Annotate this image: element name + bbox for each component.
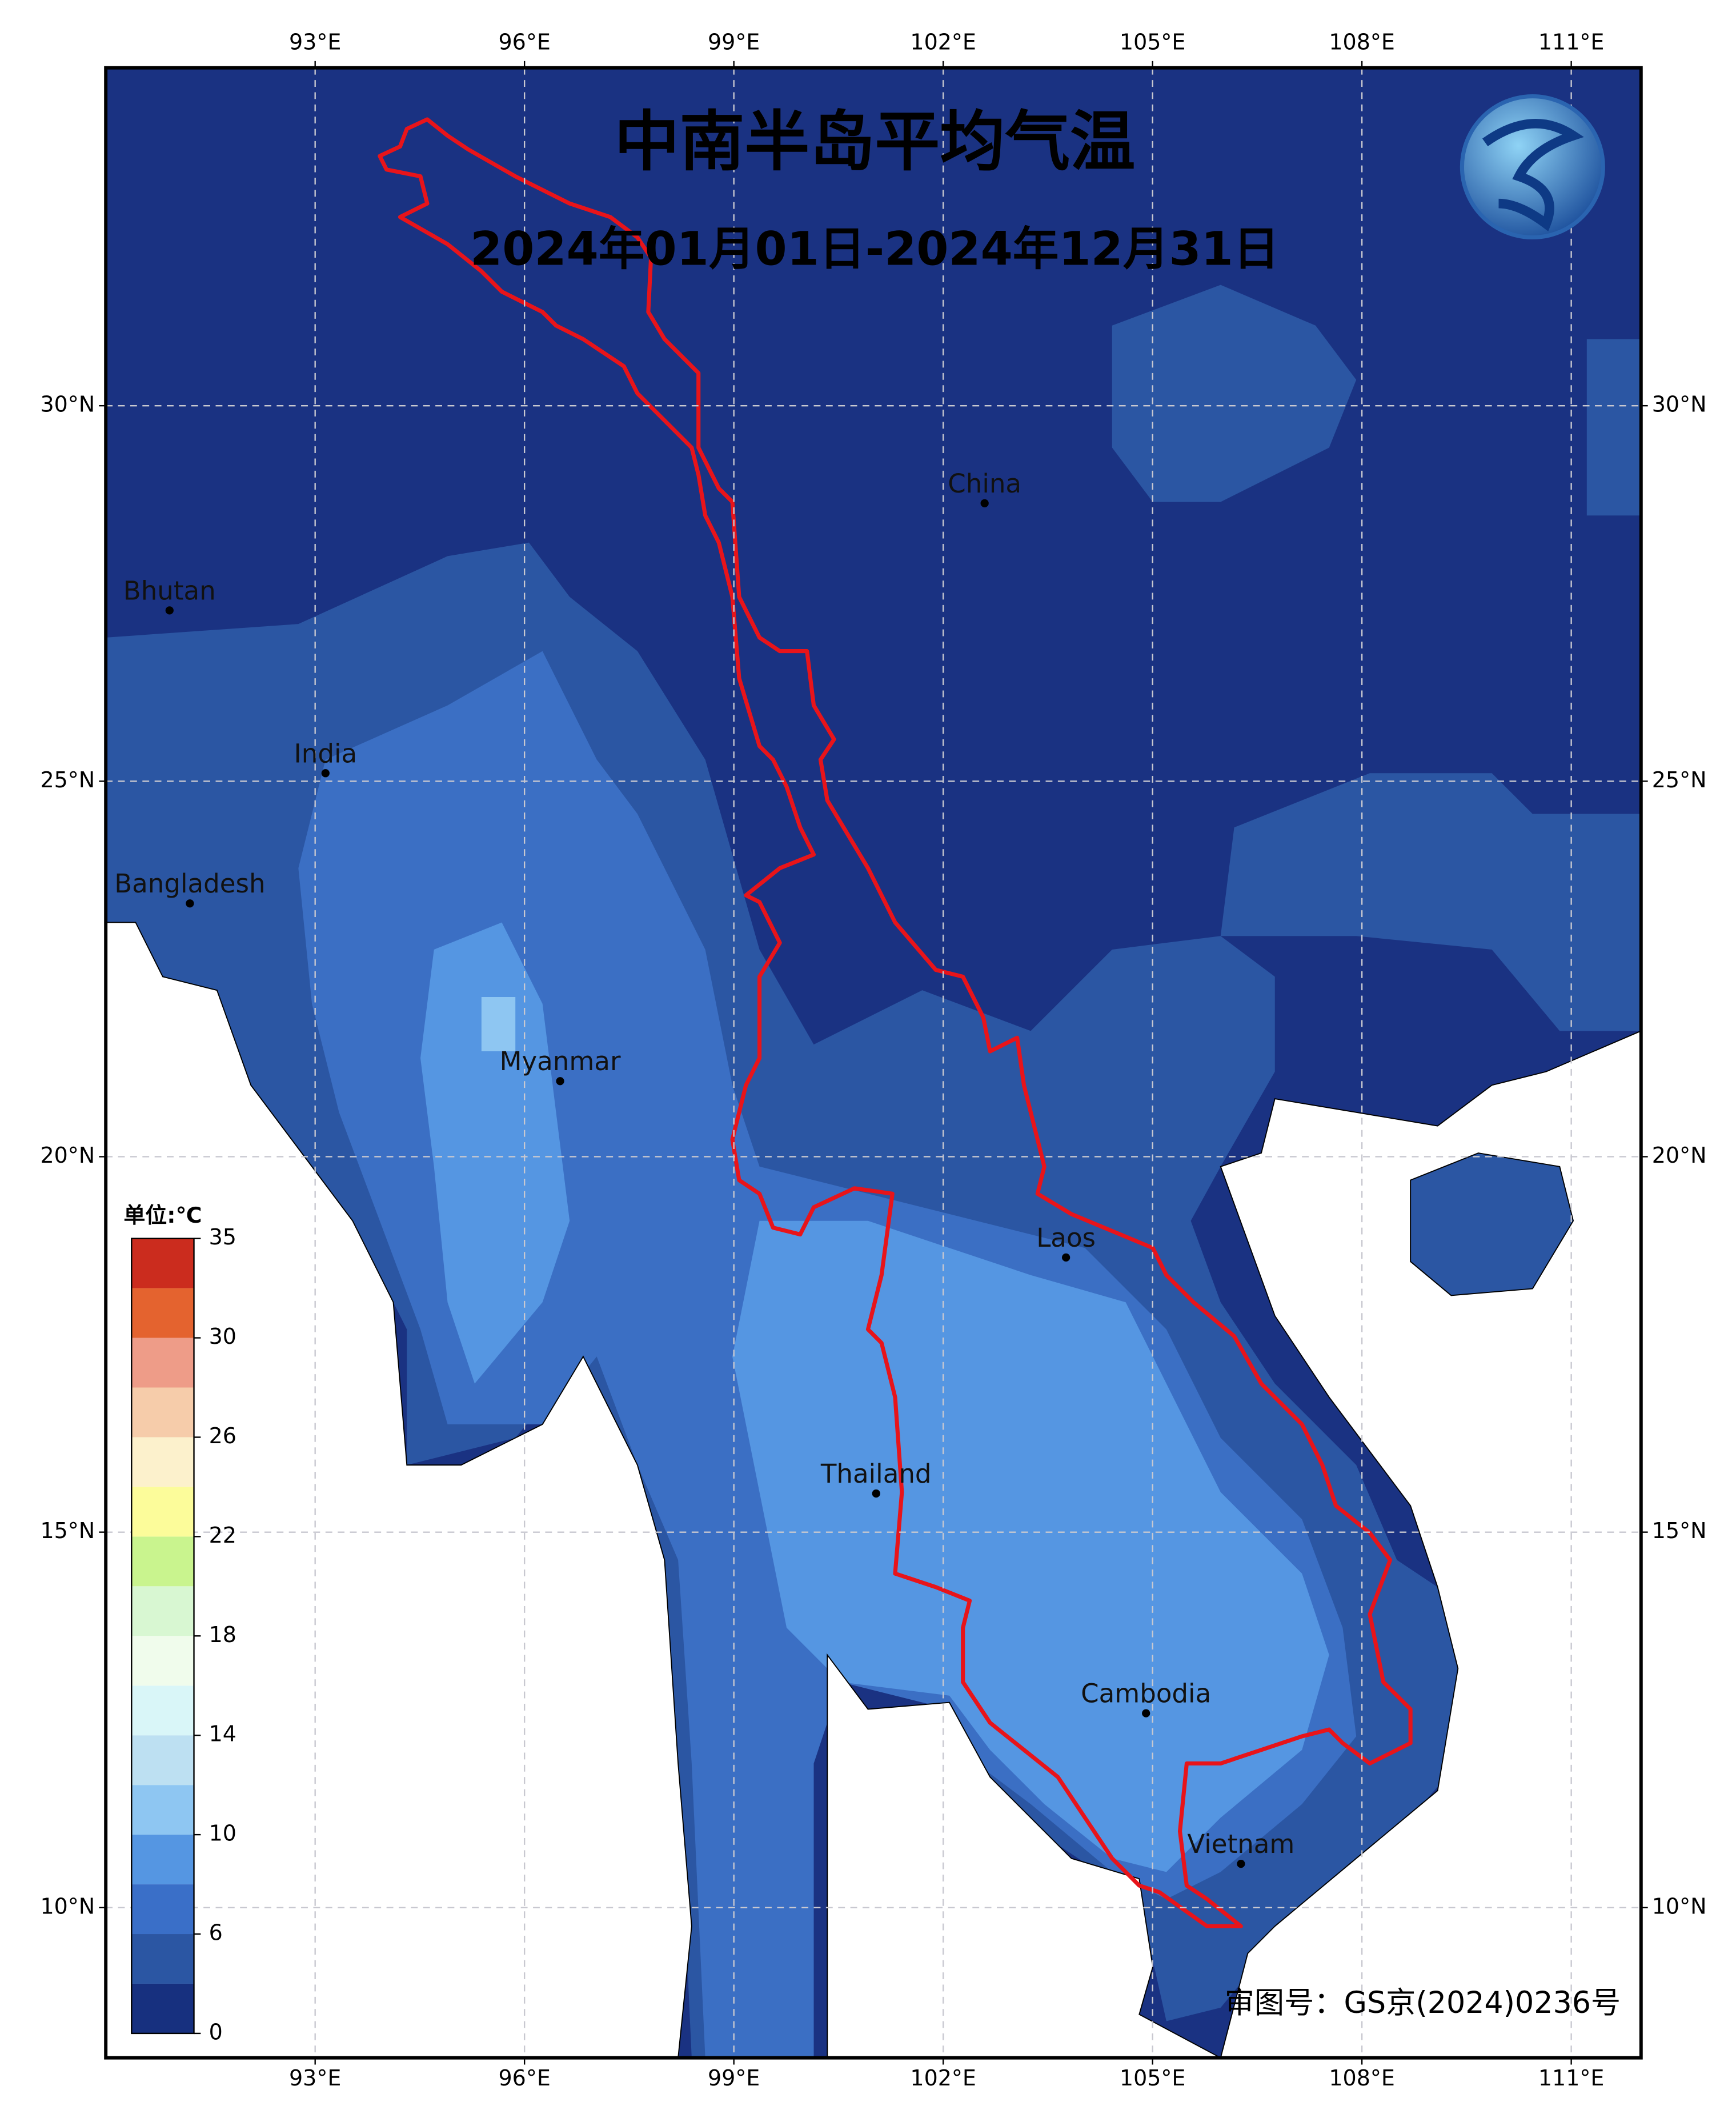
city-dot xyxy=(872,1489,880,1498)
country-label: Vietnam xyxy=(1187,1829,1294,1859)
city-dot xyxy=(165,606,174,615)
colorbar-tick-label: 10 xyxy=(209,1821,236,1846)
title: 中南半岛平均气温 xyxy=(615,104,1136,180)
colorbar-band xyxy=(131,1835,194,1885)
x-tick-label: 96°E xyxy=(499,2065,551,2091)
country-label: Cambodia xyxy=(1081,1679,1211,1709)
y-tick-label: 10°N xyxy=(40,1893,95,1919)
colorbar-band xyxy=(131,1387,194,1438)
region-12 xyxy=(481,997,516,1052)
colorbar-band xyxy=(131,1983,194,2033)
region-10 xyxy=(420,922,1329,1872)
colorbar-tick-label: 30 xyxy=(209,1324,236,1349)
colorbar-band xyxy=(131,1288,194,1338)
colorbar-band xyxy=(131,1536,194,1587)
colorbar-tick-label: 0 xyxy=(209,2019,223,2044)
y-tick-label: 30°N xyxy=(40,392,95,417)
colorbar-band xyxy=(131,1437,194,1487)
colorbar-unit: 单位:℃ xyxy=(123,1203,202,1228)
basin-boundary xyxy=(378,117,1413,1928)
y-tick-label: 25°N xyxy=(40,767,95,792)
city-dot xyxy=(1237,1860,1245,1868)
colorbar-tick-label: 22 xyxy=(209,1523,236,1548)
x-tick-label: 93°E xyxy=(289,29,341,54)
logo xyxy=(1460,94,1605,240)
y-tick-label: 10°N xyxy=(1652,1893,1707,1919)
country-label: Bangladesh xyxy=(114,868,265,899)
y-tick-label: 25°N xyxy=(1652,767,1707,792)
country-label: Laos xyxy=(1036,1223,1096,1253)
colorbar-band xyxy=(131,1785,194,1835)
city-dot xyxy=(980,499,989,507)
city-dot xyxy=(1061,1253,1071,1262)
subtitle: 2024年01月01日-2024年12月31日 xyxy=(470,223,1279,277)
colorbar-tick-label: 35 xyxy=(209,1224,236,1250)
colorbar-tick-label: 18 xyxy=(209,1622,236,1647)
colorbar-tick-label: 6 xyxy=(209,1920,223,1945)
x-tick-label: 111°E xyxy=(1538,29,1604,54)
city-dot xyxy=(321,769,330,778)
x-tick-label: 108°E xyxy=(1329,29,1394,54)
colorbar-band xyxy=(131,1735,194,1785)
x-tick-label: 99°E xyxy=(708,2065,760,2091)
y-tick-label: 20°N xyxy=(1652,1143,1707,1168)
x-tick-label: 111°E xyxy=(1538,2065,1604,2091)
map-frame xyxy=(104,66,1643,2060)
sea xyxy=(106,922,1641,2058)
country-label: Bhutan xyxy=(123,575,216,606)
x-tick-label: 99°E xyxy=(708,29,760,54)
y-tick-label: 15°N xyxy=(40,1518,95,1543)
x-tick-label: 102°E xyxy=(910,29,976,54)
y-tick-label: 20°N xyxy=(40,1143,95,1168)
x-tick-label: 105°E xyxy=(1120,2065,1185,2091)
country-label: Myanmar xyxy=(500,1046,621,1076)
hainan xyxy=(1410,1152,1574,1296)
colorbar-band xyxy=(131,1238,194,1288)
y-tick-label: 15°N xyxy=(1652,1518,1707,1543)
colorbar-tick-label: 14 xyxy=(209,1721,236,1747)
country-label: India xyxy=(294,738,357,768)
y-tick-label: 30°N xyxy=(1652,392,1707,417)
country-label: Thailand xyxy=(820,1459,932,1489)
city-dot xyxy=(556,1077,564,1086)
colorbar-band xyxy=(131,1636,194,1686)
colorbar-band xyxy=(131,1685,194,1736)
x-tick-label: 96°E xyxy=(499,29,551,54)
x-tick-label: 93°E xyxy=(289,2065,341,2091)
colorbar-band xyxy=(131,1487,194,1537)
city-dot xyxy=(1142,1709,1150,1717)
colorbar-band xyxy=(131,1338,194,1388)
x-tick-label: 108°E xyxy=(1329,2065,1394,2091)
x-tick-label: 102°E xyxy=(910,2065,976,2091)
colorbar-tick-label: 26 xyxy=(209,1423,236,1448)
grid xyxy=(106,67,1641,2058)
colorbar-band xyxy=(131,1934,194,1984)
x-tick-label: 105°E xyxy=(1120,29,1185,54)
colorbar-band xyxy=(131,1586,194,1636)
approval-number: 审图号：GS京(2024)0236号 xyxy=(1225,1986,1621,2020)
map-area xyxy=(106,67,1641,2058)
city-dot xyxy=(186,899,194,908)
colorbar-band xyxy=(131,1884,194,1935)
country-label: China xyxy=(948,469,1021,499)
